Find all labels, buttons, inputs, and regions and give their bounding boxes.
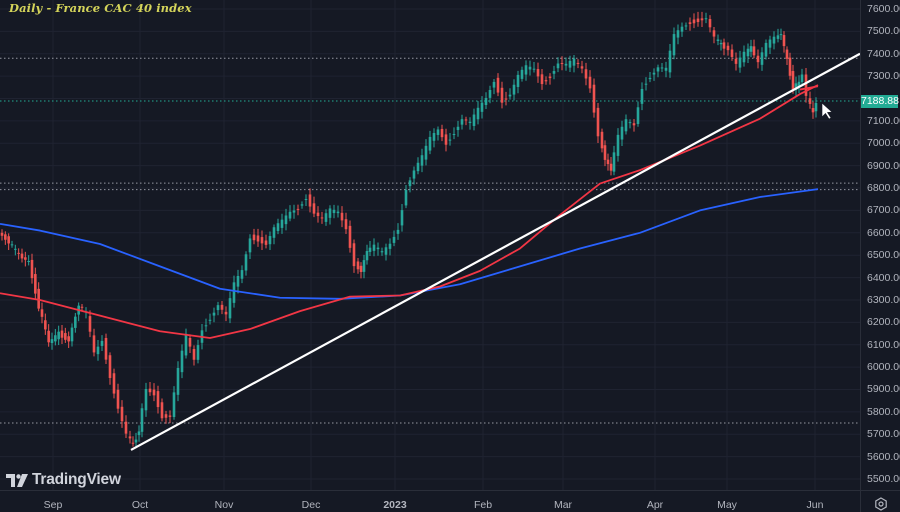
price-label: 6900.00 bbox=[867, 159, 900, 172]
time-label: 2023 bbox=[383, 499, 407, 511]
price-label: 6500.00 bbox=[867, 249, 900, 262]
chart-title: Daily - France CAC 40 index bbox=[9, 1, 192, 15]
moving-averages bbox=[0, 52, 861, 451]
gear-icon[interactable] bbox=[874, 497, 888, 511]
tradingview-logo[interactable]: TradingView bbox=[6, 471, 121, 489]
price-label: 6800.00 bbox=[867, 182, 900, 195]
price-label: 6700.00 bbox=[867, 204, 900, 217]
price-label: 5800.00 bbox=[867, 405, 900, 418]
price-label: 6000.00 bbox=[867, 361, 900, 374]
time-label: Feb bbox=[473, 499, 493, 511]
candles bbox=[0, 11, 818, 449]
price-label: 6200.00 bbox=[867, 316, 900, 329]
time-label: Jun bbox=[806, 499, 824, 511]
price-label: 7100.00 bbox=[867, 114, 900, 127]
time-label: May bbox=[717, 499, 737, 511]
logo-text: TradingView bbox=[32, 471, 121, 488]
price-label: 7600.00 bbox=[867, 3, 900, 15]
price-label: 7400.00 bbox=[867, 47, 900, 60]
time-label: Oct bbox=[131, 499, 149, 511]
price-label: 6600.00 bbox=[867, 226, 900, 239]
price-label: 5500.00 bbox=[867, 473, 900, 485]
price-label: 5900.00 bbox=[867, 383, 900, 396]
price-label: 6400.00 bbox=[867, 271, 900, 284]
time-label: Dec bbox=[301, 499, 321, 511]
time-label: Mar bbox=[553, 499, 573, 511]
price-label: 6300.00 bbox=[867, 293, 900, 306]
current-price-badge: 7188.88 bbox=[861, 95, 899, 108]
time-label: Sep bbox=[43, 499, 63, 511]
tradingview-logo-icon bbox=[6, 473, 28, 487]
time-label: Nov bbox=[214, 499, 234, 511]
price-label: 7500.00 bbox=[867, 25, 900, 38]
price-label: 7300.00 bbox=[867, 70, 900, 83]
price-label: 5700.00 bbox=[867, 428, 900, 441]
price-label: 6100.00 bbox=[867, 338, 900, 351]
cursor-arrow-icon bbox=[821, 102, 833, 120]
price-label: 5600.00 bbox=[867, 450, 900, 463]
price-label: 7000.00 bbox=[867, 137, 900, 150]
time-label: Apr bbox=[646, 499, 664, 511]
horizontal-levels bbox=[0, 57, 860, 424]
chart-grid bbox=[0, 0, 860, 490]
